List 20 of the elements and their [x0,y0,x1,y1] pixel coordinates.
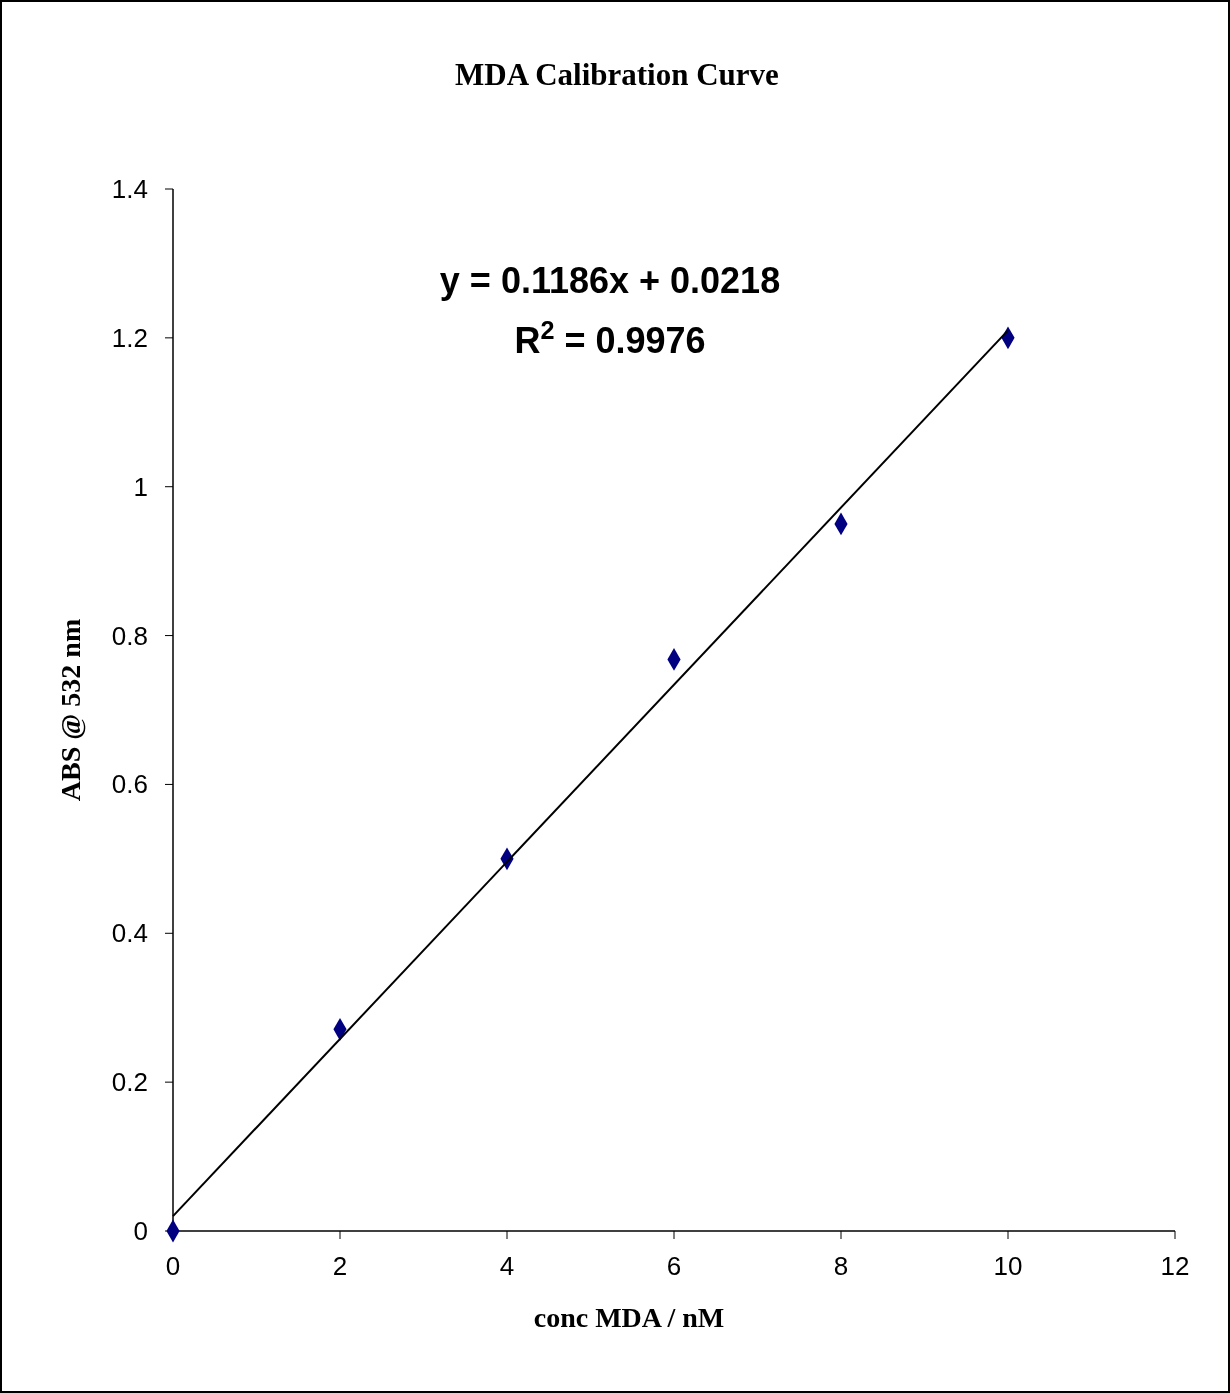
chart-title: MDA Calibration Curve [455,57,779,92]
x-tick-label: 8 [833,1251,849,1281]
x-tick-label: 0 [165,1251,181,1281]
x-tick-label: 10 [993,1251,1023,1281]
x-tick-label: 2 [332,1251,348,1281]
y-tick-label: 1 [133,471,148,502]
annotation: R$^{2}$ = 0.9976 [514,316,706,361]
y-tick-label: 0.4 [111,918,148,949]
y-tick-label: 1.4 [111,174,148,204]
y-tick-label: 0.6 [111,769,148,800]
annotation: y = 0.1186x + 0.0218 [439,260,781,301]
x-tick-label: 6 [666,1251,682,1281]
y-axis-title: ABS @ 532 nm [55,618,86,802]
x-tick-label: 4 [499,1251,515,1281]
y-tick-label: 1.2 [111,322,148,353]
y-tick-label: 0.2 [111,1067,148,1098]
x-axis-title: conc MDA / nM [533,1302,725,1333]
x-tick-label: 12 [1160,1251,1190,1281]
y-tick-label: 0 [133,1216,148,1246]
y-tick-label: 0.8 [111,620,148,651]
